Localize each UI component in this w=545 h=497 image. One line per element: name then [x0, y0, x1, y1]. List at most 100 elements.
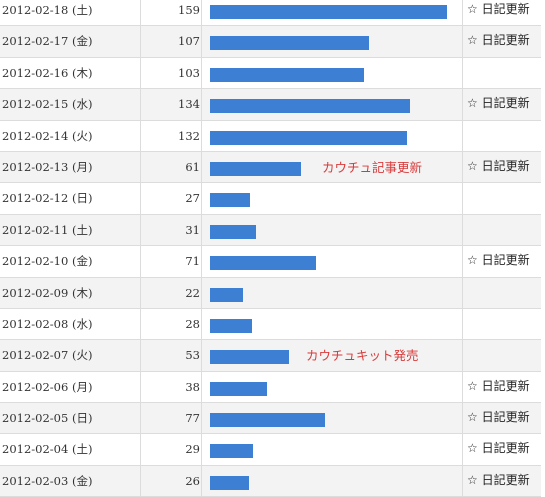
event-note: カウチュ記事更新: [322, 159, 423, 175]
column-divider: [201, 57, 202, 89]
diary-update-link[interactable]: ☆ 日記更新: [467, 378, 530, 393]
table-row: 2012-02-13 (月) 61 カウチュ記事更新 ☆ 日記更新: [0, 151, 541, 184]
count-bar: [210, 67, 364, 82]
column-divider: [462, 308, 463, 340]
table-row: 2012-02-03 (金) 26 ☆ 日記更新: [0, 465, 541, 497]
date-cell: 2012-02-09 (木): [2, 285, 93, 300]
column-divider: [462, 465, 463, 497]
diary-update-link[interactable]: ☆ 日記更新: [467, 33, 530, 48]
column-divider: [462, 26, 463, 57]
column-divider: [140, 120, 141, 151]
count-bar: [210, 224, 256, 239]
date-cell: 2012-02-16 (木): [2, 65, 93, 80]
column-divider: [201, 26, 202, 57]
table-row: 2012-02-17 (金) 107 ☆ 日記更新: [0, 26, 541, 58]
count-bar: [210, 287, 243, 302]
table-row: 2012-02-08 (水) 28: [0, 308, 541, 341]
column-divider: [201, 308, 202, 340]
column-divider: [462, 371, 463, 403]
count-cell: 38: [185, 379, 200, 394]
count-cell: 27: [185, 191, 200, 206]
count-bar: [210, 193, 250, 208]
column-divider: [140, 26, 141, 57]
count-bar: [210, 444, 253, 459]
column-divider: [201, 151, 202, 183]
table-row: 2012-02-16 (木) 103: [0, 57, 541, 90]
count-bar: [210, 36, 369, 51]
column-divider: [140, 0, 141, 26]
diary-update-link[interactable]: ☆ 日記更新: [467, 96, 530, 111]
count-cell: 77: [185, 411, 200, 426]
column-divider: [201, 0, 202, 26]
column-divider: [140, 403, 141, 434]
column-divider: [462, 183, 463, 214]
count-bar: [210, 161, 301, 176]
column-divider: [462, 340, 463, 371]
date-cell: 2012-02-10 (金): [2, 254, 93, 269]
table-row: 2012-02-07 (火) 53 カウチュキット発売: [0, 340, 541, 372]
count-cell: 31: [185, 222, 200, 237]
date-cell: 2012-02-03 (金): [2, 473, 93, 488]
column-divider: [140, 371, 141, 403]
date-cell: 2012-02-04 (土): [2, 442, 93, 457]
count-cell: 53: [185, 348, 200, 363]
date-cell: 2012-02-05 (日): [2, 411, 93, 426]
date-cell: 2012-02-06 (月): [2, 379, 93, 394]
table-row: 2012-02-11 (土) 31: [0, 214, 541, 247]
count-bar: [210, 475, 249, 490]
count-cell: 22: [185, 285, 200, 300]
column-divider: [201, 403, 202, 434]
column-divider: [140, 183, 141, 214]
table-row: 2012-02-10 (金) 71 ☆ 日記更新: [0, 246, 541, 278]
diary-update-link[interactable]: ☆ 日記更新: [467, 410, 530, 425]
count-cell: 26: [185, 473, 200, 488]
count-bar: [210, 256, 316, 271]
table-row: 2012-02-06 (月) 38 ☆ 日記更新: [0, 371, 541, 404]
column-divider: [201, 465, 202, 497]
count-cell: 107: [178, 34, 200, 49]
table-row: 2012-02-12 (日) 27: [0, 183, 541, 215]
column-divider: [201, 246, 202, 277]
column-divider: [140, 308, 141, 340]
column-divider: [201, 89, 202, 120]
column-divider: [140, 340, 141, 371]
diary-update-link[interactable]: ☆ 日記更新: [467, 441, 530, 456]
column-divider: [462, 214, 463, 246]
date-cell: 2012-02-17 (金): [2, 34, 93, 49]
date-cell: 2012-02-07 (火): [2, 348, 93, 363]
column-divider: [140, 89, 141, 120]
column-divider: [462, 246, 463, 277]
date-cell: 2012-02-15 (水): [2, 97, 93, 112]
count-cell: 29: [185, 442, 200, 457]
count-bar: [210, 99, 410, 114]
count-bar: [210, 5, 447, 19]
count-cell: 134: [178, 97, 200, 112]
column-divider: [140, 465, 141, 497]
count-cell: 28: [185, 316, 200, 331]
table-row: 2012-02-09 (木) 22: [0, 277, 541, 309]
count-cell: 71: [185, 254, 200, 269]
diary-update-link[interactable]: ☆ 日記更新: [467, 253, 530, 268]
column-divider: [462, 403, 463, 434]
count-bar: [210, 381, 267, 396]
date-cell: 2012-02-18 (土): [2, 3, 93, 17]
column-divider: [201, 340, 202, 371]
date-cell: 2012-02-08 (水): [2, 316, 93, 331]
column-divider: [462, 57, 463, 89]
table-row: 2012-02-15 (水) 134 ☆ 日記更新: [0, 89, 541, 121]
column-divider: [462, 0, 463, 26]
diary-update-link[interactable]: ☆ 日記更新: [467, 158, 530, 173]
column-divider: [462, 277, 463, 308]
diary-update-link[interactable]: ☆ 日記更新: [467, 2, 530, 16]
count-bar: [210, 350, 289, 365]
column-divider: [462, 434, 463, 465]
count-cell: 103: [178, 65, 200, 80]
event-note: カウチュキット発売: [306, 348, 419, 364]
count-cell: 132: [178, 128, 200, 143]
column-divider: [201, 434, 202, 465]
table-row: 2012-02-04 (土) 29 ☆ 日記更新: [0, 434, 541, 466]
table-row: 2012-02-05 (日) 77 ☆ 日記更新: [0, 403, 541, 435]
diary-update-link[interactable]: ☆ 日記更新: [467, 472, 530, 487]
count-cell: 159: [178, 3, 200, 17]
